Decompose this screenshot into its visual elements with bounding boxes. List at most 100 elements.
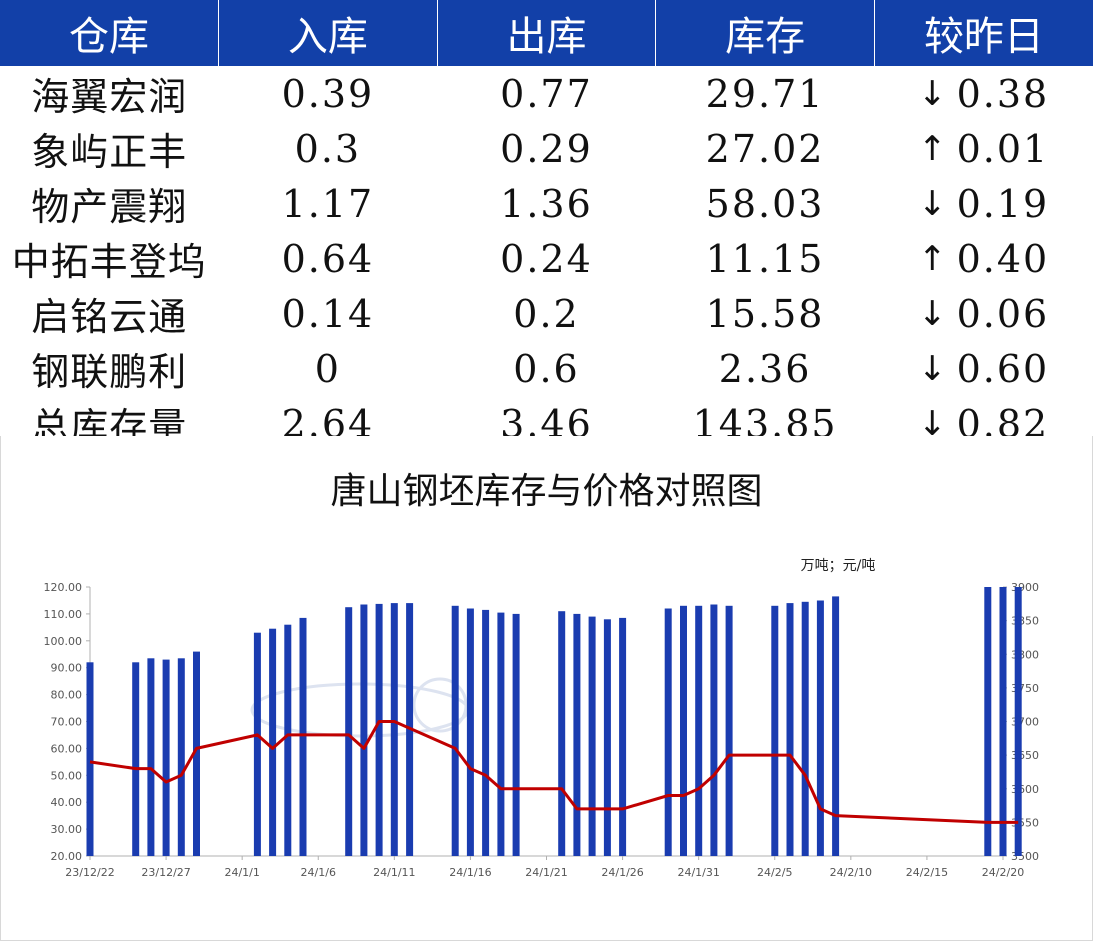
change-value: 0.01 <box>956 126 1050 171</box>
inventory-bar <box>999 587 1007 856</box>
header-stock: 库存 <box>655 0 875 66</box>
inventory-bar <box>86 662 94 856</box>
change-value: 0.60 <box>956 346 1050 391</box>
price-line <box>89 720 1019 824</box>
x-tick-label: 24/2/5 <box>757 866 792 879</box>
y-left-tick-label: 90.00 <box>51 662 83 675</box>
inbound-value: 0.39 <box>281 71 375 116</box>
inventory-bar <box>619 617 627 856</box>
table-row: 中拓丰登坞 0.64 0.24 11.15 ↑ 0.40 <box>0 231 1093 286</box>
inbound-value: 0 <box>314 346 341 391</box>
stock-value: 2.36 <box>718 346 812 391</box>
inventory-bar <box>588 616 596 856</box>
change-value: 0.06 <box>956 291 1050 336</box>
y-left-tick-label: 30.00 <box>51 823 83 836</box>
warehouse-name: 中拓丰登坞 <box>11 240 207 284</box>
inventory-bar <box>680 605 687 856</box>
change-cell: ↓ 0.60 <box>874 341 1093 396</box>
x-tick-label: 24/2/15 <box>906 866 948 879</box>
stock-value: 11.15 <box>705 236 825 281</box>
x-tick-label: 23/12/27 <box>141 866 190 879</box>
unit-label: 万吨；元/吨 <box>801 558 876 574</box>
x-tick-label: 24/1/21 <box>525 866 567 879</box>
y-left-tick-label: 20.00 <box>51 850 83 863</box>
outbound-value: 0.29 <box>500 126 593 171</box>
inventory-bar <box>603 619 611 856</box>
inbound-value: 1.17 <box>281 181 375 226</box>
inventory-bar <box>269 628 277 856</box>
y-left-tick-label: 40.00 <box>51 796 83 809</box>
arrow-up-icon: ↑ <box>918 238 949 279</box>
x-tick-label: 24/1/31 <box>677 866 719 879</box>
arrow-down-icon: ↓ <box>918 183 949 224</box>
warehouse-name: 海翼宏润 <box>31 75 188 119</box>
x-tick-label: 24/1/6 <box>301 866 336 879</box>
inventory-bar <box>390 603 398 856</box>
inventory-bar <box>451 605 459 856</box>
inventory-bar <box>710 604 718 856</box>
y-left-tick-label: 60.00 <box>51 742 83 755</box>
stock-value: 27.02 <box>705 126 825 171</box>
inbound-value: 0.14 <box>281 291 375 336</box>
arrow-down-icon: ↓ <box>918 73 949 114</box>
table-row: 海翼宏润 0.39 0.77 29.71 ↓ 0.38 <box>0 66 1093 121</box>
header-change: 较昨日 <box>874 0 1093 66</box>
warehouse-name: 启铭云通 <box>31 295 188 339</box>
change-value: 0.40 <box>956 236 1050 281</box>
inventory-bar <box>816 600 824 856</box>
x-tick-label: 24/1/11 <box>373 866 415 879</box>
inventory-bar <box>345 607 353 856</box>
inbound-value: 0.64 <box>281 236 375 281</box>
change-cell: ↓ 0.06 <box>874 286 1093 341</box>
x-tick-label: 24/1/16 <box>449 866 491 879</box>
change-value: 0.38 <box>956 71 1050 116</box>
change-value: 0.19 <box>956 181 1050 226</box>
inventory-bar <box>482 609 490 856</box>
outbound-value: 0.77 <box>500 71 593 116</box>
arrow-up-icon: ↑ <box>918 128 949 169</box>
inventory-bar <box>375 603 383 856</box>
inventory-bar <box>193 651 200 856</box>
inventory-bar <box>558 611 566 856</box>
inventory-bar <box>801 601 809 856</box>
y-left-tick-label: 70.00 <box>51 716 83 729</box>
chart-title: 唐山钢坯库存与价格对照图 <box>330 471 763 512</box>
inventory-bar <box>497 612 505 856</box>
y-left-tick-label: 120.00 <box>44 581 83 594</box>
table-row: 钢联鹏利 0 0.6 2.36 ↓ 0.60 <box>0 341 1093 396</box>
inventory-bar <box>177 658 185 856</box>
x-tick-label: 24/1/26 <box>601 866 643 879</box>
warehouse-name: 物产震翔 <box>31 185 188 229</box>
y-left-tick-label: 100.00 <box>44 635 83 648</box>
x-tick-label: 24/2/10 <box>830 866 872 879</box>
change-cell: ↑ 0.40 <box>874 231 1093 286</box>
stock-value: 29.71 <box>705 71 825 116</box>
outbound-value: 0.2 <box>513 291 580 336</box>
table-header-row: 仓库 入库 出库 库存 较昨日 <box>0 0 1093 66</box>
inventory-bar <box>147 658 155 856</box>
inventory-bar <box>786 603 794 856</box>
watermark-logo-icon <box>412 677 468 733</box>
header-outbound: 出库 <box>437 0 657 66</box>
stock-value: 15.58 <box>705 291 825 336</box>
arrow-down-icon: ↓ <box>918 348 949 389</box>
inventory-bar <box>284 624 292 856</box>
inventory-bar <box>695 605 703 856</box>
inventory-bar <box>466 608 474 856</box>
inbound-value: 0.3 <box>294 126 362 171</box>
inventory-bar <box>360 604 368 856</box>
change-cell: ↑ 0.01 <box>874 121 1093 176</box>
warehouse-name: 象屿正丰 <box>31 130 188 174</box>
header-inbound: 入库 <box>218 0 438 66</box>
inventory-price-chart: 20.00 30.00 40.00 50.00 60.00 70.00 80.00 90.00… <box>44 558 1040 879</box>
table-row: 启铭云通 0.14 0.2 15.58 ↓ 0.06 <box>0 286 1093 341</box>
y-left-tick-label: 50.00 <box>51 769 83 782</box>
table-body: 海翼宏润 0.39 0.77 29.71 ↓ 0.38 象屿正丰 0.3 0.29 27.02 ↑ 0… <box>0 66 1093 451</box>
inventory-bar <box>253 632 261 856</box>
x-tick-label: 23/12/22 <box>65 866 114 879</box>
inventory-bar <box>984 587 992 856</box>
inventory-bar <box>832 596 840 856</box>
x-tick-label: 24/1/1 <box>224 866 259 879</box>
inventory-bar <box>162 659 170 856</box>
stock-value: 58.03 <box>705 181 825 226</box>
